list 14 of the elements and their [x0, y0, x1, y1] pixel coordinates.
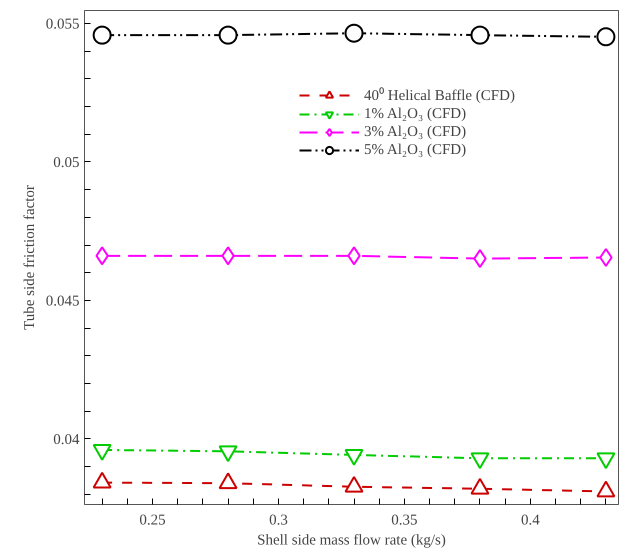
legend-label: 3% Al₂O₃ (CFD): [364, 123, 466, 141]
legend-label: 5% Al₂O₃ (CFD): [364, 141, 466, 159]
y-tick-label: 0.045: [46, 293, 80, 310]
x-tick-label: 0.25: [139, 512, 166, 528]
y-axis-title: Tube side friction factor: [22, 185, 38, 330]
y-tick-label: 0.055: [46, 16, 80, 33]
x-tick-label: 0.3: [269, 512, 288, 528]
legend-label: 1% Al₂O₃ (CFD): [364, 105, 466, 123]
y-tick-label: 0.04: [53, 432, 80, 448]
x-tick-label: 0.35: [391, 512, 418, 528]
y-tick-label: 0.05: [53, 154, 80, 171]
x-axis-title: Shell side mass flow rate (kg/s): [257, 532, 446, 548]
legend-label: 40⁰ Helical Baffle (CFD): [364, 86, 515, 105]
x-tick-label: 0.4: [520, 512, 540, 528]
